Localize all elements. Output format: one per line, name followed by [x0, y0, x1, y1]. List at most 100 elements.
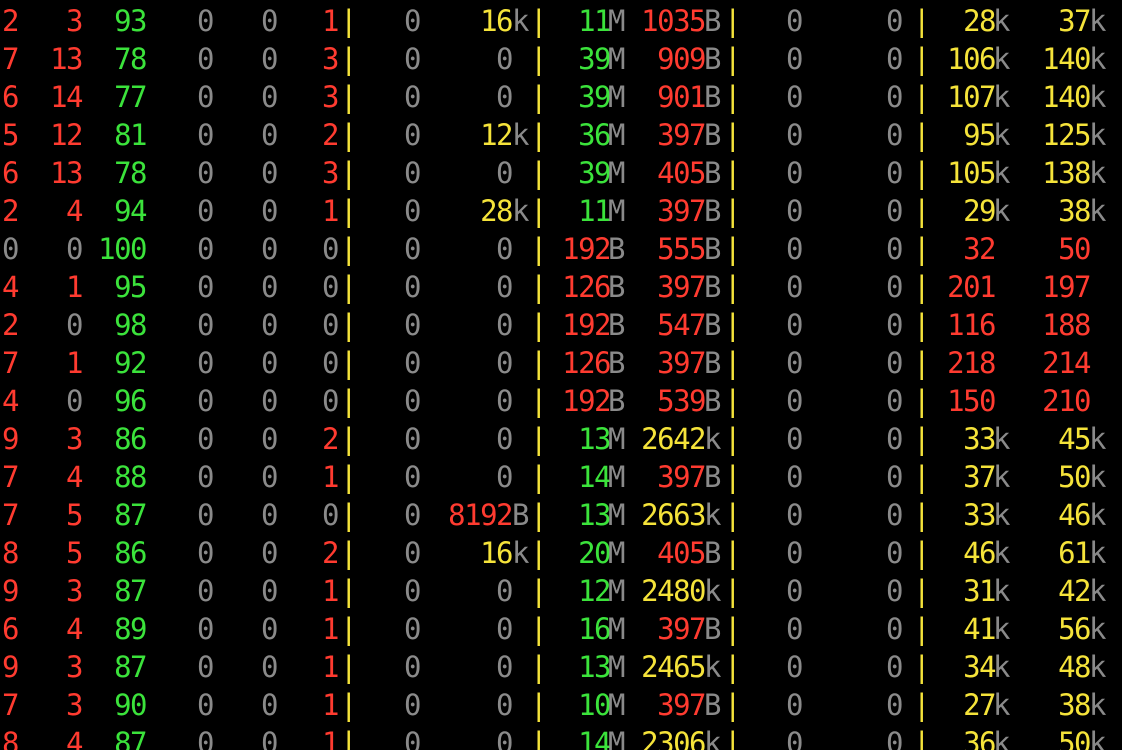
col-idl: 78: [114, 42, 147, 76]
col-system-int: 150: [947, 384, 996, 418]
col-siq: 1: [322, 612, 339, 646]
sep-system: |: [913, 80, 930, 114]
unit-dsk-writ: [512, 306, 532, 344]
unit-net-send: B: [704, 118, 721, 152]
sep-system: |: [913, 270, 930, 304]
col-dsk-writ: 0: [496, 270, 513, 304]
col-sys: 5: [66, 536, 83, 570]
col-dsk-read: 0: [404, 80, 421, 114]
sep-paging: |: [724, 422, 741, 456]
col-idl: 86: [114, 422, 147, 456]
col-siq: 1: [322, 726, 339, 750]
stat-row: 7 3 90 0 0 1 | 0 0 | 10 M 397 B | 0 0 | 27 k 38 k: [0, 686, 1122, 724]
sep-paging: |: [724, 574, 741, 608]
col-idl: 90: [114, 688, 147, 722]
col-paging-out: 0: [886, 156, 903, 190]
col-paging-out: 0: [886, 384, 903, 418]
sep-paging: |: [724, 726, 741, 750]
sep-paging: |: [724, 194, 741, 228]
col-dsk-writ: 0: [496, 688, 513, 722]
unit-dsk-writ: k: [512, 4, 529, 38]
col-net-send: 2642: [641, 422, 706, 456]
unit-dsk-writ: k: [512, 536, 529, 570]
col-idl: 87: [114, 650, 147, 684]
sep-net: |: [530, 42, 547, 76]
col-sys: 3: [66, 688, 83, 722]
col-paging-in: 0: [786, 574, 803, 608]
col-wai: 0: [197, 232, 214, 266]
col-wai: 0: [197, 384, 214, 418]
sep-net: |: [530, 384, 547, 418]
unit-system-int: k: [993, 650, 1010, 684]
col-siq: 1: [322, 460, 339, 494]
unit-system-int: k: [993, 574, 1010, 608]
col-system-csw: 45: [1058, 422, 1091, 456]
col-sys: 5: [66, 498, 83, 532]
stat-row: 9 3 87 0 0 1 | 0 0 | 12 M 2480 k | 0 0 | 31 k 42 k: [0, 572, 1122, 610]
col-siq: 1: [322, 4, 339, 38]
unit-system-int: k: [993, 118, 1010, 152]
sep-net: |: [530, 80, 547, 114]
col-net-recv: 14: [578, 460, 611, 494]
col-wai: 0: [197, 422, 214, 456]
col-net-send: 2465: [641, 650, 706, 684]
unit-dsk-writ: [512, 686, 532, 724]
col-net-send: 539: [657, 384, 706, 418]
col-net-send: 397: [657, 194, 706, 228]
col-sys: 4: [66, 612, 83, 646]
col-hiq: 0: [261, 384, 278, 418]
unit-net-recv: M: [608, 612, 625, 646]
col-system-int: 37: [963, 460, 996, 494]
col-wai: 0: [197, 118, 214, 152]
col-dsk-read: 0: [404, 194, 421, 228]
col-usr: 2: [2, 308, 19, 342]
sep-net: |: [530, 4, 547, 38]
unit-system-csw: k: [1089, 4, 1106, 38]
col-usr: 4: [2, 384, 19, 418]
col-sys: 0: [66, 384, 83, 418]
col-system-int: 29: [963, 194, 996, 228]
col-dsk-writ: 0: [496, 612, 513, 646]
col-hiq: 0: [261, 80, 278, 114]
sep-system: |: [913, 194, 930, 228]
unit-system-int: [993, 268, 1013, 306]
col-paging-out: 0: [886, 422, 903, 456]
col-hiq: 0: [261, 688, 278, 722]
col-dsk-writ: 16: [480, 536, 513, 570]
sep-system: |: [913, 42, 930, 76]
sep-dsk: |: [340, 612, 357, 646]
unit-system-csw: k: [1089, 650, 1106, 684]
col-wai: 0: [197, 80, 214, 114]
col-net-send: 909: [657, 42, 706, 76]
col-siq: 0: [322, 346, 339, 380]
col-sys: 13: [50, 42, 83, 76]
col-system-int: 218: [947, 346, 996, 380]
col-net-recv: 192: [562, 232, 611, 266]
unit-net-send: k: [704, 650, 721, 684]
col-system-int: 28: [963, 4, 996, 38]
col-system-csw: 38: [1058, 688, 1091, 722]
col-net-recv: 39: [578, 80, 611, 114]
unit-net-recv: M: [608, 118, 625, 152]
col-wai: 0: [197, 346, 214, 380]
col-siq: 1: [322, 688, 339, 722]
col-siq: 3: [322, 156, 339, 190]
col-usr: 5: [2, 118, 19, 152]
col-usr: 6: [2, 612, 19, 646]
col-idl: 100: [98, 232, 147, 266]
unit-net-recv: M: [608, 688, 625, 722]
unit-dsk-writ: [512, 382, 532, 420]
unit-system-csw: k: [1089, 460, 1106, 494]
col-system-int: 106: [947, 42, 996, 76]
unit-net-send: B: [704, 194, 721, 228]
sep-dsk: |: [340, 308, 357, 342]
col-hiq: 0: [261, 42, 278, 76]
col-net-send: 397: [657, 612, 706, 646]
unit-dsk-writ: [512, 572, 532, 610]
col-paging-in: 0: [786, 498, 803, 532]
col-net-send: 2480: [641, 574, 706, 608]
col-wai: 0: [197, 688, 214, 722]
col-net-recv: 39: [578, 156, 611, 190]
unit-dsk-writ: [512, 344, 532, 382]
stat-row: 9 3 86 0 0 2 | 0 0 | 13 M 2642 k | 0 0 | 33 k 45 k: [0, 420, 1122, 458]
